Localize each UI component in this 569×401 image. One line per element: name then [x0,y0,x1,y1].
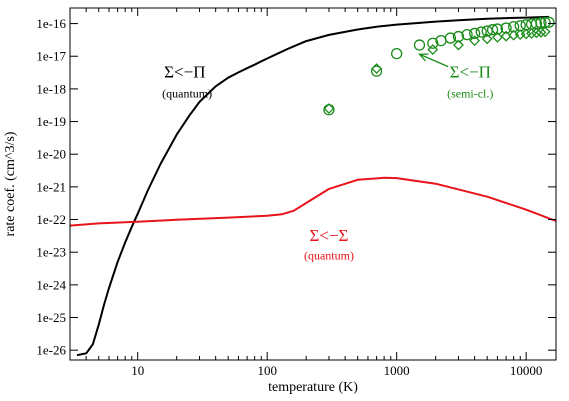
diamond-point [492,31,503,43]
annotation-label: Σ<−Π [164,63,205,82]
tick-layer: 10 100 1000 10000 1e-26 1e-25 1e-24 1e-23 1e-22 1… [36,8,556,378]
circle-point [461,28,473,41]
y-tick-label: 1e-24 [36,277,66,292]
diamond-point [481,33,493,45]
circle-point [500,22,512,34]
annotation-label: Σ<−Π [450,63,491,82]
diamond-point [526,27,537,39]
diamond-point [371,63,383,74]
series-layer [69,15,557,357]
y-tick-label: 1e-22 [36,212,66,227]
circle-point [468,27,481,40]
diamond-point [530,27,542,39]
annotation-label: Σ<−Σ [309,226,348,245]
y-tick-label: 1e-20 [36,147,66,162]
plot-frame [69,7,557,361]
diamond-point [453,39,464,51]
y-tick-label: 1e-16 [36,16,66,31]
y-tick-label: 1e-25 [36,310,66,325]
y-tick-label: 1e-18 [36,81,66,96]
circle-point [444,32,457,44]
y-tick-label: 1e-26 [36,343,66,358]
diamond-point [469,35,481,47]
y-tick-label: 1e-23 [36,245,66,260]
y-axis-label: rate coef. (cm^3/s) [3,131,18,236]
x-axis-label: temperature (K) [268,380,358,395]
annotation-sublabel: (quantum) [162,86,212,100]
diamond-point [323,103,335,114]
annotation-sublabel: (quantum) [304,248,354,262]
circle-point [391,48,403,60]
y-tick-label: 1e-21 [36,179,66,194]
annotation-layer: Σ<−Π (quantum) Σ<−Σ (quantum) Σ<−Π (semi-cl.) [162,53,493,262]
circle-point [413,39,426,51]
y-tick-label: 1e-19 [36,114,66,129]
circle-point [475,26,487,38]
circle-point [543,16,555,28]
circle-point [486,24,499,36]
x-tick-label: 10000 [510,363,543,378]
circle-point [507,21,520,33]
arrow-line [419,53,449,68]
diamond-point [520,28,532,40]
x-tick-label: 100 [257,363,277,378]
x-tick-label: 1000 [384,363,410,378]
circle-point [491,23,504,35]
series-line-1 [69,176,557,227]
circle-point [452,30,465,43]
series-line-0 [76,15,550,357]
y-tick-label: 1e-17 [36,49,66,64]
circle-point [427,37,439,49]
x-tick-label: 10 [131,363,144,378]
diamond-point [535,26,547,38]
diamond-point [539,26,551,38]
arrow-head [418,53,429,62]
diamond-point [427,44,439,55]
circle-point [370,65,383,77]
annotation-sublabel: (semi-cl.) [447,86,493,100]
